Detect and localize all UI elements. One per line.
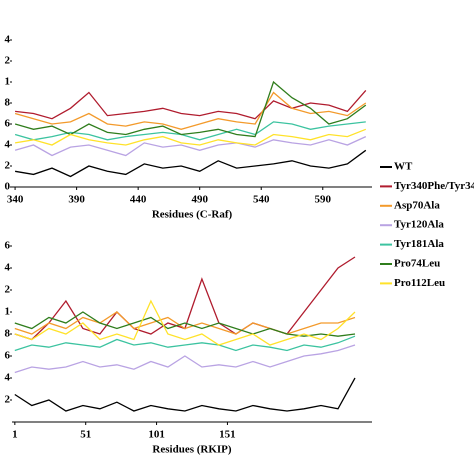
y-tick-label: 2 xyxy=(5,394,11,406)
y-tick-label: 2 xyxy=(5,160,11,172)
x-tick-label: 490 xyxy=(191,194,208,206)
series-line xyxy=(14,311,356,335)
y-tick-label: 4 xyxy=(5,372,11,384)
legend-label: Tyr181Ala xyxy=(394,238,444,250)
x-axis-label: Residues (RKIP) xyxy=(152,444,231,456)
series-line xyxy=(14,311,356,337)
series-line xyxy=(14,80,367,138)
series-line xyxy=(14,335,356,352)
y-tick-label: 6 xyxy=(5,350,11,362)
x-tick-label: 51 xyxy=(80,429,91,441)
y-tick-label: 0 xyxy=(5,181,11,193)
series-line xyxy=(14,256,356,341)
legend-label: Tyr120Ala xyxy=(394,219,444,231)
series-line xyxy=(14,344,356,374)
legend-label: Asp70Ala xyxy=(394,199,440,211)
y-tick-label: 2 xyxy=(5,55,11,67)
x-tick-label: 151 xyxy=(219,429,236,441)
series-line xyxy=(14,136,367,157)
y-tick-label: 4 xyxy=(5,34,11,46)
series-line xyxy=(14,91,367,130)
x-tick-label: 390 xyxy=(68,194,85,206)
y-tick-label: 8 xyxy=(5,97,11,109)
y-tick-label: 6 xyxy=(5,118,11,130)
series-line xyxy=(14,149,367,178)
x-axis-label: Residues (C-Raf) xyxy=(152,209,233,221)
legend-label: Pro74Leu xyxy=(394,258,440,270)
series-line xyxy=(15,89,367,120)
x-tick-label: 1 xyxy=(12,429,18,441)
y-tick-label: 4 xyxy=(5,262,11,274)
x-tick-label: 340 xyxy=(7,194,24,206)
x-tick-label: 590 xyxy=(315,194,332,206)
x-tick-label: 101 xyxy=(148,429,165,441)
legend-label: WT xyxy=(394,161,413,173)
x-tick-label: 440 xyxy=(130,194,147,206)
y-tick-label: 1 xyxy=(5,306,11,318)
series-line xyxy=(14,128,367,146)
legend-label: Pro112Leu xyxy=(394,277,445,289)
series-line xyxy=(14,121,366,141)
series-line xyxy=(14,377,356,412)
x-tick-label: 540 xyxy=(253,194,270,206)
legend-label: Tyr340Phe/Tyr34 xyxy=(394,180,474,192)
y-tick-label: 4 xyxy=(5,139,11,151)
y-tick-label: 8 xyxy=(5,328,11,340)
y-tick-label: 6 xyxy=(5,240,11,252)
y-tick-label: 2 xyxy=(5,284,11,296)
series-line xyxy=(14,299,356,346)
y-tick-label: 1 xyxy=(5,76,11,88)
